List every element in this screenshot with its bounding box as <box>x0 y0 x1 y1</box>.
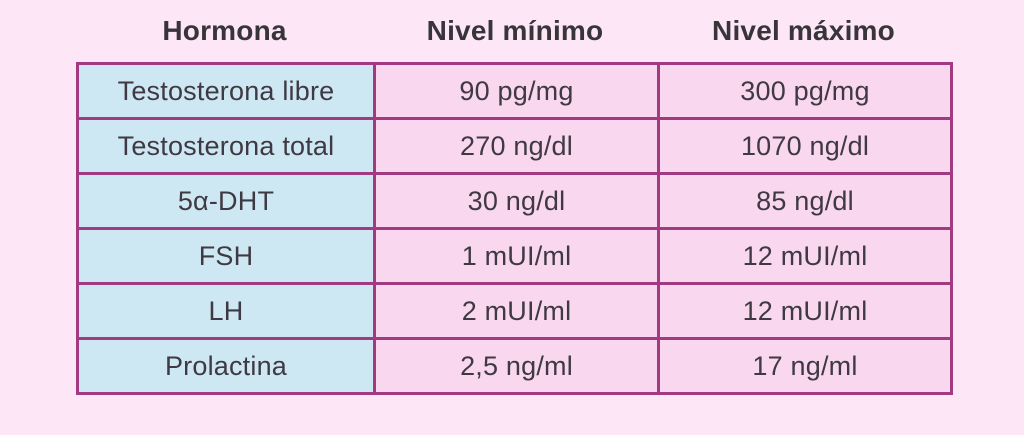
table-row: 5α-DHT 30 ng/dl 85 ng/dl <box>76 172 953 230</box>
min-level-cell: 2,5 ng/ml <box>373 337 660 395</box>
table-row: LH 2 mUI/ml 12 mUI/ml <box>76 282 953 340</box>
column-header-nivel-minimo: Nivel mínimo <box>426 15 604 46</box>
hormone-name-cell: LH <box>76 282 376 340</box>
min-level-cell: 270 ng/dl <box>373 117 660 175</box>
min-level-cell: 2 mUI/ml <box>373 282 660 340</box>
column-header-nivel-maximo: Nivel máximo <box>712 15 895 46</box>
hormone-name-cell: FSH <box>76 227 376 285</box>
max-level-cell: 12 mUI/ml <box>657 282 953 340</box>
hormone-name-cell: Testosterona libre <box>76 62 376 120</box>
max-level-cell: 12 mUI/ml <box>657 227 953 285</box>
table-row: Testosterona libre 90 pg/mg 300 pg/mg <box>76 62 953 120</box>
hormone-table-body: Testosterona libre 90 pg/mg 300 pg/mg Te… <box>76 62 953 395</box>
min-level-cell: 30 ng/dl <box>373 172 660 230</box>
max-level-cell: 300 pg/mg <box>657 62 953 120</box>
max-level-cell: 1070 ng/dl <box>657 117 953 175</box>
min-level-cell: 90 pg/mg <box>373 62 660 120</box>
table-row: Prolactina 2,5 ng/ml 17 ng/ml <box>76 337 953 395</box>
hormone-name-cell: Testosterona total <box>76 117 376 175</box>
table-row: FSH 1 mUI/ml 12 mUI/ml <box>76 227 953 285</box>
column-header-hormona: Hormona <box>162 15 287 46</box>
max-level-cell: 17 ng/ml <box>657 337 953 395</box>
max-level-cell: 85 ng/dl <box>657 172 953 230</box>
hormone-name-cell: Prolactina <box>76 337 376 395</box>
min-level-cell: 1 mUI/ml <box>373 227 660 285</box>
table-row: Testosterona total 270 ng/dl 1070 ng/dl <box>76 117 953 175</box>
hormone-levels-table: Testosterona libre 90 pg/mg 300 pg/mg Te… <box>76 62 953 395</box>
hormone-name-cell: 5α-DHT <box>76 172 376 230</box>
table-header-row: Hormona Nivel mínimo Nivel máximo <box>76 0 950 62</box>
